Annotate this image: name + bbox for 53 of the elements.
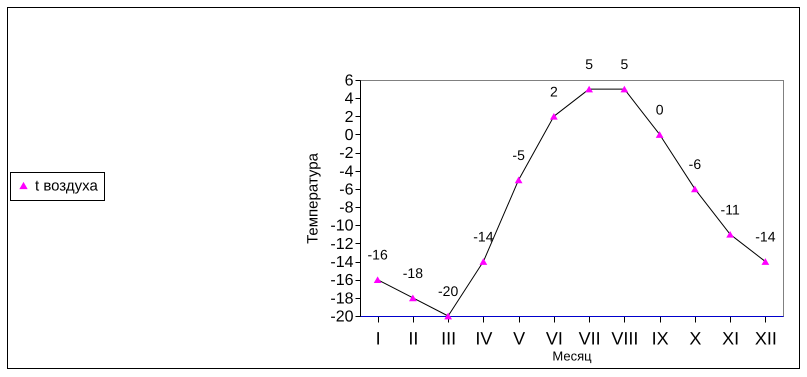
data-label: 0 [656,101,664,118]
data-label: -11 [720,201,740,218]
x-tick-label: VIII [611,328,638,348]
data-label: 5 [620,56,628,72]
y-tick-label: -6 [339,181,354,198]
point [585,86,593,92]
x-axis-title: Месяц [552,348,592,364]
x-tick-label: I [376,328,381,348]
data-label: -5 [512,146,526,163]
y-axis-title: Температура [304,152,322,244]
x-tick-label: II [408,328,418,348]
y-tick-label: -12 [330,236,354,253]
point [656,131,664,138]
y-tick-label: -14 [330,254,354,272]
x-tick-label: VI [546,328,563,348]
x-tick-label: V [513,328,526,348]
point [480,258,488,265]
x-tick-label: IX [652,328,669,348]
data-label: 2 [550,83,558,100]
y-tick-label: 6 [344,72,354,90]
data-label: -20 [438,283,458,299]
point [620,86,628,92]
x-tick-label: IV [475,328,492,348]
data-label: -18 [402,264,424,281]
point [762,258,770,265]
x-tick-label: XI [722,328,740,348]
y-tick-label: -4 [339,163,354,180]
point [374,276,382,284]
y-tick-label: -18 [330,290,354,308]
point [409,294,417,302]
point [444,312,452,320]
x-tick-label: VII [578,328,601,348]
point [550,112,558,120]
point [691,186,699,192]
y-tick-label: -2 [339,145,354,162]
data-label: -6 [688,156,702,172]
y-tick-label: 4 [344,90,354,108]
y-tick-label: -10 [330,218,354,235]
y-tick-label: 2 [344,108,354,126]
x-tick-label: III [441,328,456,348]
legend-label: t воздуха [35,178,98,194]
data-label: -16 [368,246,388,263]
x-tick-label: X [689,328,702,348]
point [514,176,522,184]
y-tick-label: -8 [339,200,354,217]
data-label: -14 [755,228,776,245]
y-tick-label: 0 [344,126,354,144]
data-label: 5 [585,56,594,72]
y-tick-label: -16 [330,272,354,290]
y-tick-label: -20 [330,308,354,326]
x-tick-label: XII [754,328,777,348]
point [726,230,734,238]
data-label: -14 [473,228,494,245]
